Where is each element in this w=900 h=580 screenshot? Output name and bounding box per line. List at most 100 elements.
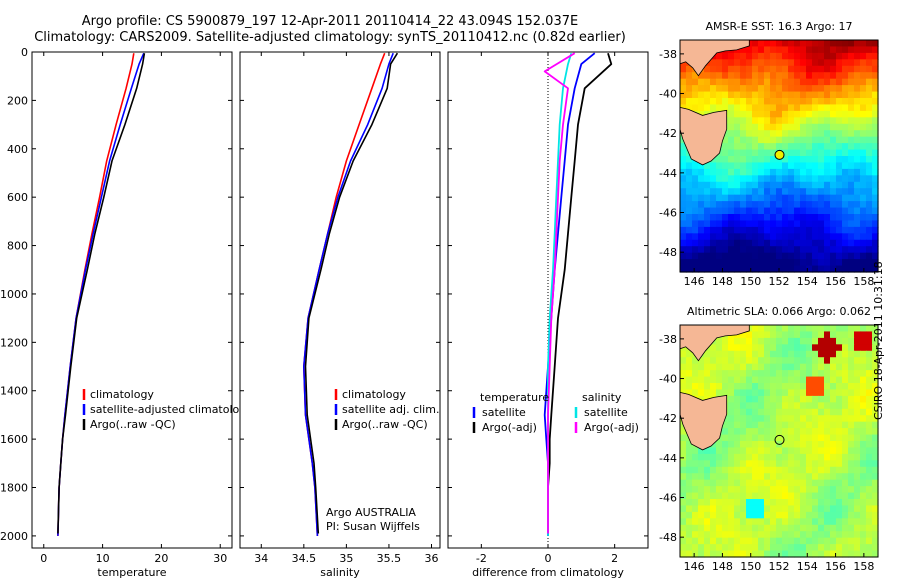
map-cell [764,550,771,558]
map-cell [866,130,873,138]
map-cell [746,344,753,352]
map-cell [794,143,801,151]
map-cell [824,65,831,73]
map-cell [800,188,807,196]
map-cell [686,65,693,73]
map-cell [806,226,813,234]
map-cell [794,201,801,209]
map-cell [734,130,741,138]
map-cell [830,78,837,86]
map-cell [740,136,747,144]
map-cell [812,265,819,273]
map-cell [710,252,717,260]
map-cell [752,246,759,254]
map-cell [776,460,783,468]
map-cell [836,337,843,345]
land-mass [679,391,728,451]
map-cell [794,331,801,339]
map-cell [740,363,747,371]
map-cell [752,265,759,273]
map-cell [800,460,807,468]
difference-line [543,52,576,534]
map-cell [722,453,729,461]
map-cell [710,98,717,106]
map-cell [686,252,693,260]
map-cell [758,265,765,273]
map-cell [860,383,867,391]
map-cell [836,550,843,558]
map-cell [734,156,741,164]
map-cell [740,344,747,352]
y-tick-label: -46 [659,492,677,505]
map-cell [836,162,843,170]
map-cell [806,350,813,358]
map-cell [860,265,867,273]
map-cell [806,233,813,241]
map-cell [752,201,759,209]
map-cell [686,214,693,222]
map-cell [752,130,759,138]
map-cell [788,259,795,267]
map-cell [728,168,735,176]
map-cell [704,194,711,202]
map-cell [788,52,795,60]
map-cell [854,434,861,442]
map-cell [710,460,717,468]
map-cell [842,162,849,170]
map-cell [818,117,825,125]
map-cell [686,479,693,487]
map-cell [800,518,807,526]
map-cell [788,473,795,481]
map-cell [752,524,759,532]
map-cell [782,136,789,144]
map-cell [866,72,873,80]
map-cell [752,143,759,151]
map-cell [740,259,747,267]
map-cell [830,188,837,196]
map-cell [692,473,699,481]
map-cell [812,117,819,125]
map-cell [716,156,723,164]
map-cell [866,40,873,48]
map-cell [836,479,843,487]
map-cell [782,415,789,423]
map-cell [848,428,855,436]
map-cell [698,486,705,494]
map-cell [812,149,819,157]
map-cell [680,181,687,189]
map-cell [818,421,825,429]
map-cell [776,408,783,416]
map-cell [710,370,717,378]
map-cell [758,207,765,215]
map-cell [788,207,795,215]
map-cell [728,52,735,60]
map-cell [746,434,753,442]
map-cell [740,499,747,507]
map-cell [824,550,831,558]
map-cell [812,357,819,365]
map-cell [842,479,849,487]
map-cell [782,325,789,333]
map-cell [860,110,867,118]
map-cell [800,537,807,545]
map-cell [830,389,837,397]
map-cell [854,207,861,215]
map-cell [746,162,753,170]
map-cell [830,383,837,391]
map-cell [866,531,873,539]
map-cell [854,363,861,371]
map-cell [854,201,861,209]
map-cell [830,473,837,481]
map-cell [716,72,723,80]
map-cell [830,65,837,73]
map-cell [740,233,747,241]
map-cell [836,91,843,99]
map-cell [860,453,867,461]
map-cell [854,59,861,67]
map-cell [854,421,861,429]
map-cell [746,370,753,378]
map-cell [812,499,819,507]
map-cell [698,537,705,545]
map-cell [788,492,795,500]
